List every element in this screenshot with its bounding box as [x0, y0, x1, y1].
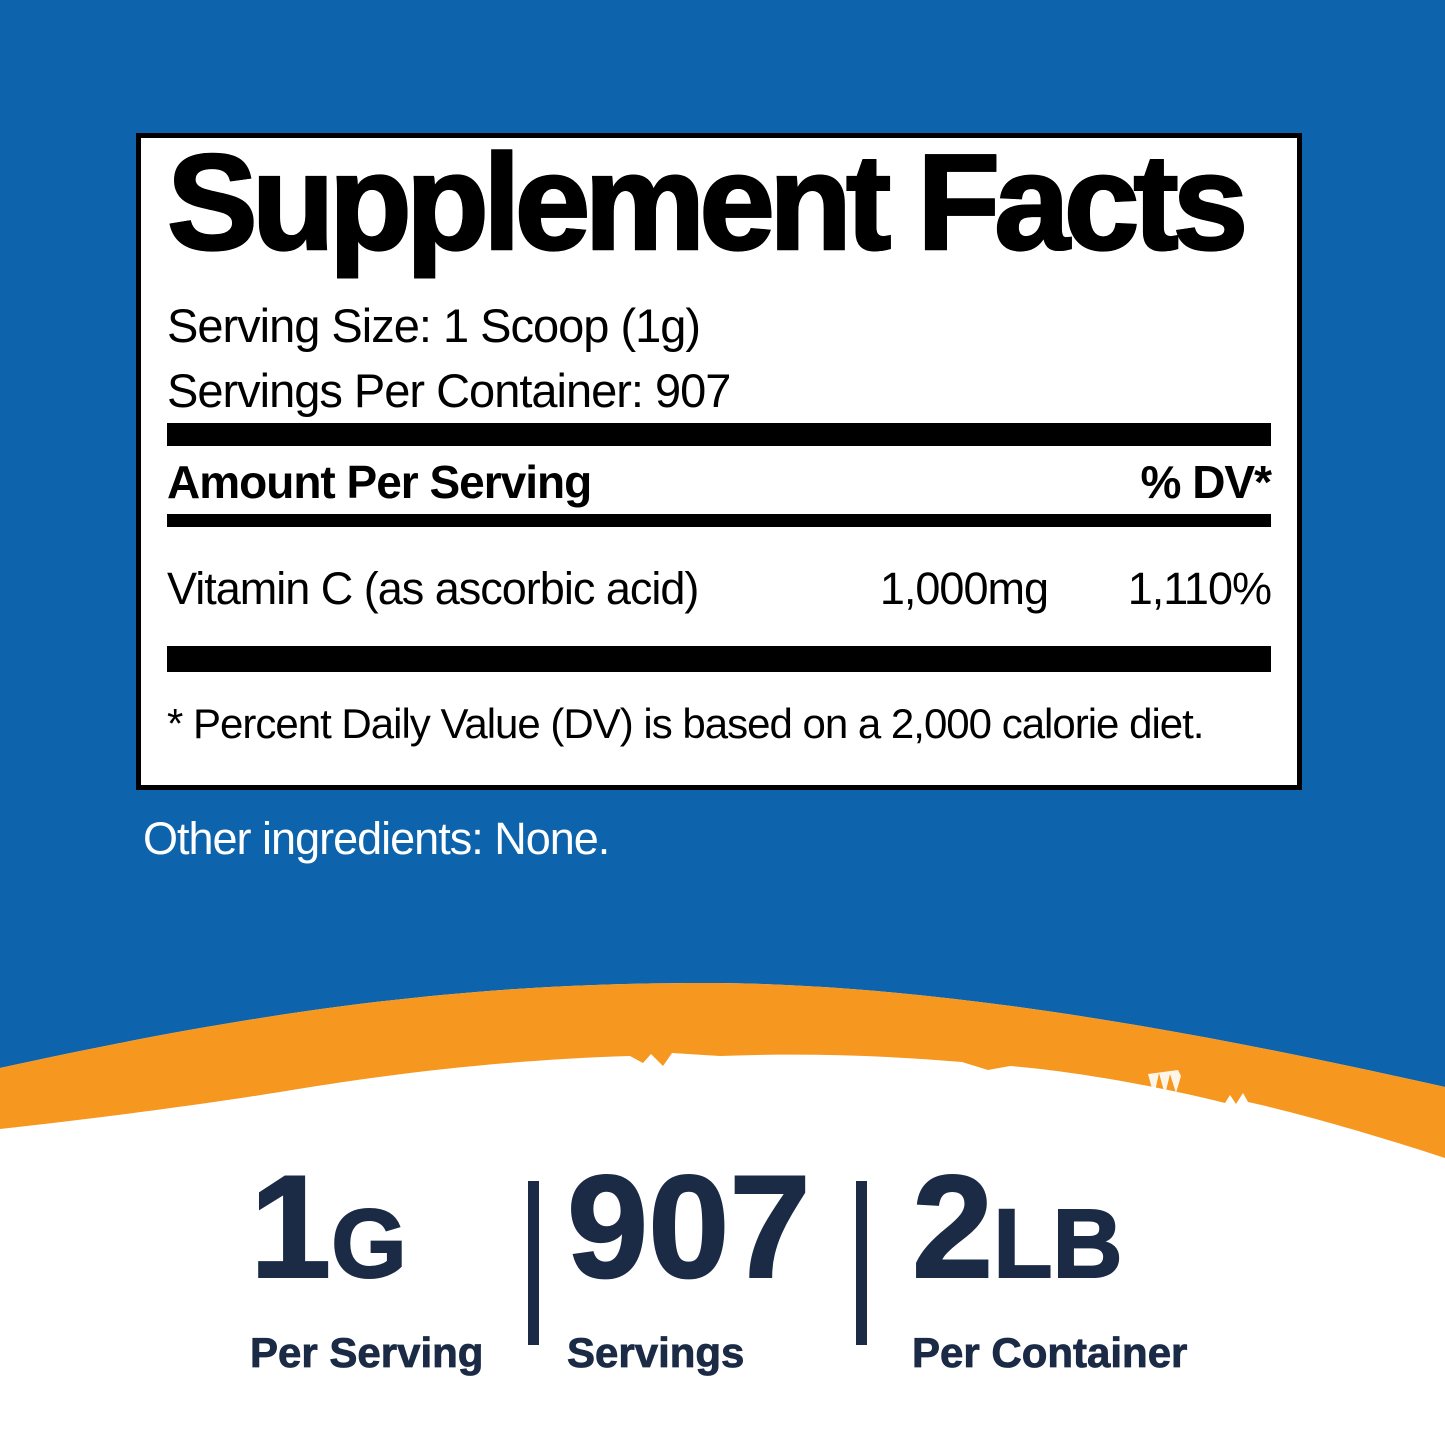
- amount-per-serving-header: Amount Per Serving: [167, 456, 592, 508]
- supplement-facts-panel: Supplement Facts Serving Size: 1 Scoop (…: [136, 133, 1302, 790]
- stat-number: 2: [911, 1145, 994, 1308]
- percent-dv-header: % DV*: [1140, 456, 1272, 508]
- stat-per-container-value: 2LB: [911, 1153, 1187, 1317]
- serving-size-line: Serving Size: 1 Scoop (1g): [167, 299, 701, 352]
- stat-number: 907: [566, 1145, 812, 1308]
- stat-per-container-label: Per Container: [912, 1329, 1188, 1376]
- stat-servings: 907 Servings: [566, 1153, 812, 1376]
- table-header-row: Amount Per Serving % DV*: [167, 456, 1272, 508]
- nutrient-daily-value: 1,110%: [1127, 563, 1272, 614]
- stat-unit: G: [330, 1188, 407, 1299]
- header-bottom-bar: [167, 514, 1271, 527]
- nutrient-amount: 1,000mg: [879, 563, 1049, 614]
- stat-per-serving-label: Per Serving: [250, 1329, 484, 1376]
- stat-servings-value: 907: [566, 1153, 812, 1317]
- brush-scratch-mark: [1148, 1070, 1181, 1096]
- table-bottom-bar: [167, 646, 1271, 672]
- nutrient-name: Vitamin C (as ascorbic acid): [167, 563, 699, 614]
- panel-title: Supplement Facts: [166, 133, 1250, 278]
- stat-per-serving: 1G Per Serving: [249, 1153, 484, 1376]
- stat-servings-label: Servings: [567, 1329, 745, 1376]
- header-top-bar: [167, 423, 1271, 446]
- dv-footnote: * Percent Daily Value (DV) is based on a…: [167, 700, 1204, 747]
- stat-divider: [856, 1181, 867, 1345]
- stat-per-container: 2LB Per Container: [911, 1153, 1188, 1376]
- servings-per-container-line: Servings Per Container: 907: [167, 364, 731, 417]
- orange-wave: [0, 982, 1445, 1158]
- other-ingredients-line: Other ingredients: None.: [143, 813, 610, 864]
- stat-per-serving-value: 1G: [249, 1153, 483, 1317]
- stat-divider: [528, 1181, 539, 1345]
- nutrient-row: Vitamin C (as ascorbic acid) 1,000mg 1,1…: [167, 563, 1272, 615]
- stat-number: 1: [249, 1145, 332, 1308]
- stat-unit: LB: [992, 1188, 1123, 1299]
